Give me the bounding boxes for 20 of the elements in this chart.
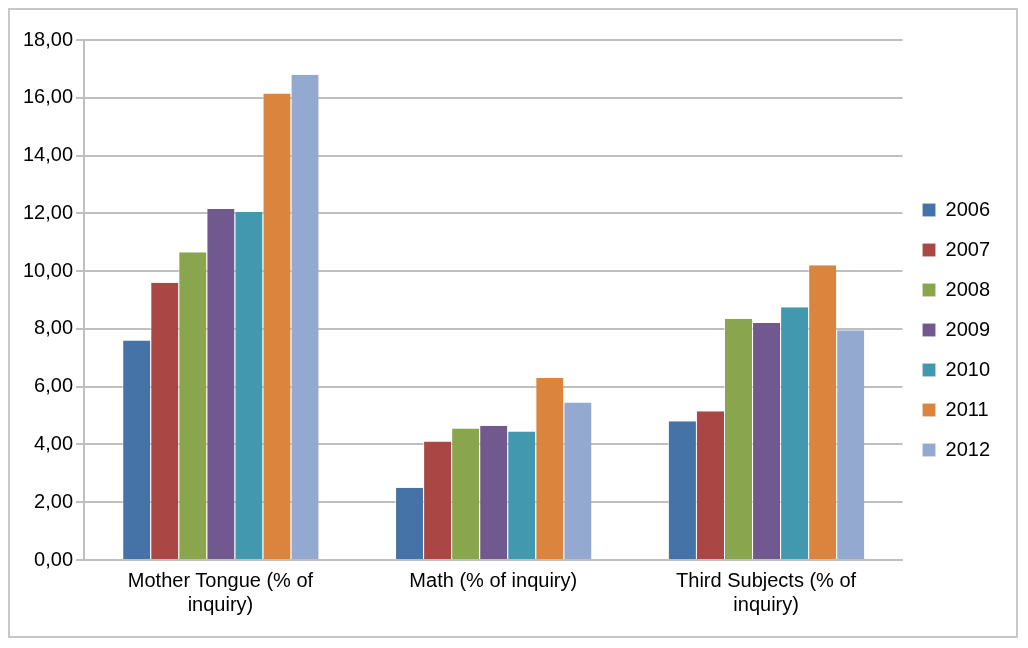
y-tick-label: 0,00 (34, 547, 74, 570)
legend-label: 2010 (945, 357, 991, 380)
legend-label: 2011 (945, 397, 989, 420)
legend-label: 2009 (945, 317, 991, 340)
legend-label: 2006 (945, 197, 991, 220)
y-tick-label: 14,00 (22, 143, 74, 166)
legend-label: 2008 (945, 277, 991, 300)
y-tick-label: 10,00 (22, 258, 74, 281)
y-tick-label: 16,00 (22, 85, 74, 108)
y-tick-label: 18,00 (22, 27, 74, 50)
y-tick-label: 4,00 (34, 431, 74, 454)
legend-label: 2012 (945, 437, 991, 460)
y-tick-label: 2,00 (34, 489, 74, 512)
legend-label: 2007 (945, 237, 991, 260)
y-tick-label: 8,00 (34, 316, 74, 339)
y-tick-label: 6,00 (34, 374, 74, 397)
y-tick-label: 12,00 (22, 200, 74, 223)
x-tick-label: Math (% of inquiry) (409, 568, 578, 591)
x-tick-label: Mother Tongue (% of inquiry) (127, 568, 314, 615)
x-tick-label: Third Subjects (% of inquiry) (676, 568, 857, 615)
